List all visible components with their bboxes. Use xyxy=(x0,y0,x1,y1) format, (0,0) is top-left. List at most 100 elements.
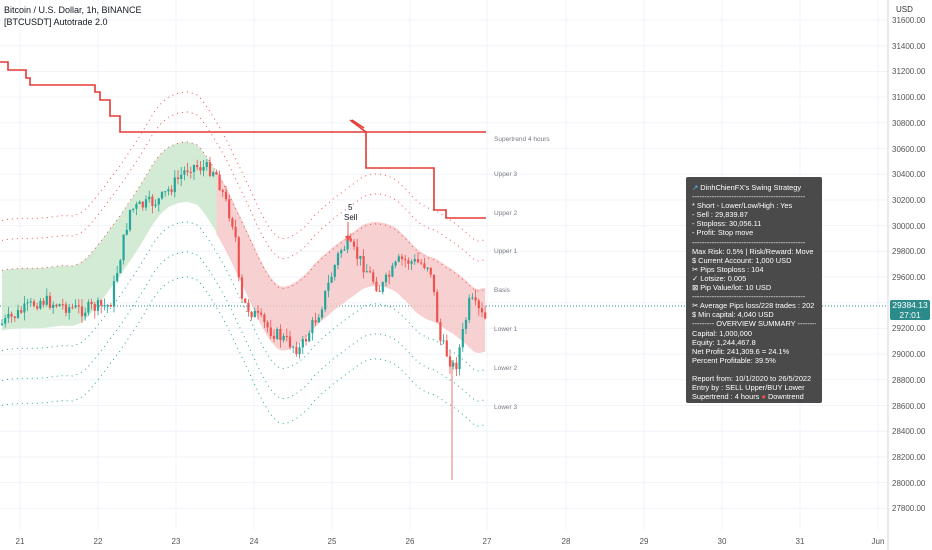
price-tick: 30200.00 xyxy=(892,195,926,205)
candle-body xyxy=(282,335,285,341)
candle-body xyxy=(410,261,413,264)
candle-body xyxy=(378,290,381,292)
panel-line: * Short - Lower/Low/High : Yes xyxy=(692,201,793,211)
date-tick: 21 xyxy=(15,537,25,546)
candle-body xyxy=(231,218,234,227)
candle-body xyxy=(196,164,199,168)
upper3-label: Upper 3 xyxy=(494,171,518,178)
lower2-label: Lower 2 xyxy=(494,365,518,372)
panel-line: Net Profit: 241,309.6 = 24.1% xyxy=(692,346,790,356)
candle-body xyxy=(58,304,61,307)
chart-up-icon: ↗ xyxy=(692,183,699,192)
candle-body xyxy=(212,172,215,176)
last-price: 29384.13 xyxy=(892,300,928,310)
price-tick: 30400.00 xyxy=(892,170,926,180)
candle-body xyxy=(266,322,269,328)
candle-body xyxy=(103,305,106,307)
candle-body xyxy=(221,190,224,192)
last-price-tag: 29384.13 27:01 xyxy=(890,300,930,320)
candle-body xyxy=(452,362,455,367)
candle-body xyxy=(320,309,324,318)
candle-body xyxy=(135,204,138,209)
candle-body xyxy=(263,314,266,323)
candle-body xyxy=(157,198,160,205)
candle-body xyxy=(160,191,164,199)
cloud-red xyxy=(216,170,486,354)
candle-body xyxy=(42,300,45,305)
candle-body xyxy=(234,226,237,238)
panel-line: --------- OVERVIEW SUMMARY --------- xyxy=(692,319,816,329)
candle-body xyxy=(413,259,416,262)
currency-label: USD xyxy=(896,5,913,14)
panel-line: ----------------------------------------… xyxy=(692,292,806,302)
price-tick: 30600.00 xyxy=(892,144,926,154)
candle-body xyxy=(176,177,180,179)
candle-body xyxy=(468,298,471,320)
candle-body xyxy=(180,174,183,179)
panel-line: ----------------------------------------… xyxy=(692,237,806,247)
band-line xyxy=(1,91,486,242)
candle-body xyxy=(138,201,141,205)
candle-body xyxy=(346,238,349,250)
price-tick: 29000.00 xyxy=(892,350,926,360)
candle-body xyxy=(202,166,205,171)
candle-body xyxy=(448,356,452,367)
candle-body xyxy=(484,312,487,319)
candle-body xyxy=(39,300,42,309)
candle-body xyxy=(205,162,208,167)
date-tick: 24 xyxy=(249,537,259,546)
candle-body xyxy=(311,320,314,334)
candle-body xyxy=(208,162,212,176)
candle-body xyxy=(4,318,7,324)
candle-body xyxy=(52,304,55,308)
candle-body xyxy=(295,346,298,355)
panel-line: - Sell : 29,839.87 xyxy=(692,210,748,220)
candle-body xyxy=(272,335,276,339)
candle-body xyxy=(247,302,250,312)
price-tick: 30000.00 xyxy=(892,221,926,231)
candle-body xyxy=(93,304,96,311)
candle-body xyxy=(148,196,151,200)
price-tick: 31000.00 xyxy=(892,93,926,103)
candle-body xyxy=(154,204,157,206)
lower1-label: Lower 1 xyxy=(494,326,518,333)
panel-line: Equity: 1,244,467.8 xyxy=(692,337,756,347)
candle-body xyxy=(109,304,112,307)
cloud-green xyxy=(2,142,217,331)
candle-body xyxy=(260,312,263,315)
candle-body xyxy=(20,310,23,313)
candle-body xyxy=(471,297,474,299)
date-tick: 23 xyxy=(171,537,181,546)
candle-body xyxy=(372,272,375,282)
candle-body xyxy=(404,259,407,261)
supertrend-line xyxy=(351,119,365,129)
candle-body xyxy=(407,260,410,264)
panel-line: Report from: 10/1/2020 to 26/5/2022 xyxy=(692,373,812,383)
candle-body xyxy=(324,290,327,310)
candle-body xyxy=(426,267,429,269)
date-tick: 25 xyxy=(327,537,337,546)
candle-body xyxy=(381,282,384,292)
indicator-title[interactable]: [BTCUSDT] Autotrade 2.0 xyxy=(4,17,108,27)
candle-body xyxy=(13,316,16,318)
candle-body xyxy=(461,328,464,348)
candle-body xyxy=(0,323,4,325)
candle-body xyxy=(119,260,122,274)
candle-body xyxy=(474,297,477,301)
date-tick: 22 xyxy=(93,537,103,546)
candle-body xyxy=(192,164,196,173)
panel-line: Capital: 1,000,000 xyxy=(692,328,752,338)
candle-body xyxy=(368,271,372,273)
panel-divider: ----------------------------------------… xyxy=(692,192,806,202)
candle-body xyxy=(186,170,189,172)
candle-body xyxy=(45,295,48,305)
candle-body xyxy=(375,281,378,291)
candle-body xyxy=(167,189,170,192)
panel-line: ⊠ Pip Value/lot: 10 USD xyxy=(692,283,772,293)
candle-body xyxy=(144,199,148,208)
price-tick: 31400.00 xyxy=(892,41,926,51)
candle-body xyxy=(141,201,144,208)
price-tick: 28000.00 xyxy=(892,478,926,488)
candle-body xyxy=(445,340,448,357)
price-tick: 29800.00 xyxy=(892,247,926,257)
